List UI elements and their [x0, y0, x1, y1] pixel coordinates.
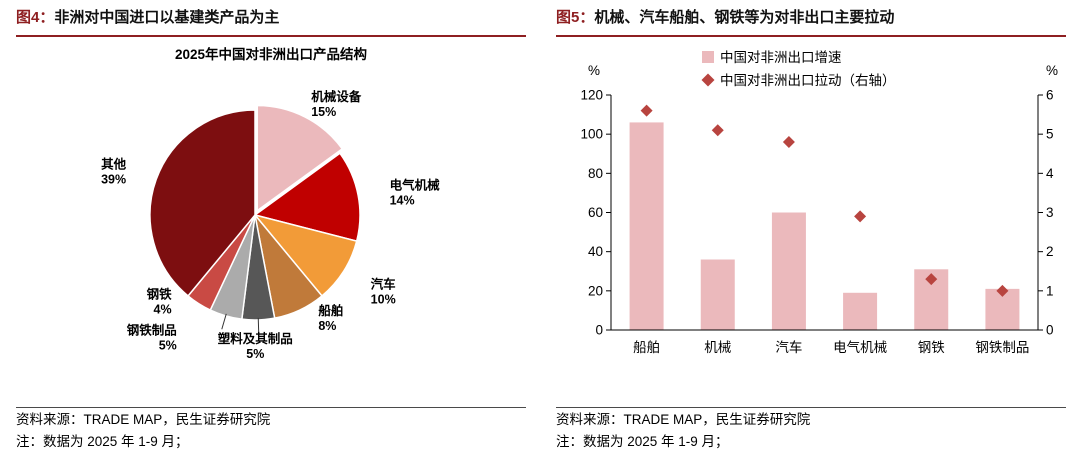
pie-slice-label-0: 机械设备 15%	[311, 89, 362, 119]
left-axis-tick-label: 40	[588, 244, 603, 259]
category-label-4: 钢铁	[918, 340, 946, 355]
bar-1	[700, 259, 735, 330]
pie-slice-label-1: 电气机械 14%	[390, 177, 441, 207]
pie-slice-7	[149, 109, 256, 297]
diamond-marker-5	[996, 284, 1009, 297]
figure4-footer-rule	[16, 407, 526, 408]
figure5-source: 资料来源：TRADE MAP，民生证券研究院	[556, 412, 811, 427]
right-axis-tick-label: 4	[1046, 166, 1054, 181]
figure5-number: 图5：	[556, 9, 595, 26]
left-axis-tick-label: 60	[588, 205, 603, 220]
pie-chart-title: 2025年中国对非洲出口产品结构	[174, 47, 368, 62]
right-axis-unit-label: %	[1046, 63, 1058, 78]
bar-0	[629, 122, 664, 331]
category-label-5: 钢铁制品	[975, 340, 1029, 355]
legend-bar-label: 中国对非洲出口增速	[720, 50, 842, 65]
figure4-panel: 图4：非洲对中国进口以基建类产品为主 2025年中国对非洲出口产品结构 机械设备…	[16, 8, 526, 449]
diamond-marker-3	[854, 210, 867, 223]
figure4-caption-rule	[16, 35, 526, 37]
bar-3	[843, 292, 878, 330]
legend-diamond-swatch	[701, 73, 715, 87]
right-axis-tick-label: 6	[1046, 88, 1054, 103]
pie-slice-0	[256, 104, 344, 213]
figure4-number: 图4：	[16, 9, 55, 26]
right-axis-tick-label: 0	[1046, 323, 1054, 338]
figure4-caption: 图4：非洲对中国进口以基建类产品为主	[16, 8, 526, 28]
right-axis-tick-label: 5	[1046, 127, 1054, 142]
figure5-caption-rule	[556, 35, 1066, 37]
figure5-footer-rule	[556, 407, 1066, 408]
legend-diamond-label: 中国对非洲出口拉动（右轴）	[720, 73, 896, 88]
left-axis-tick-label: 80	[588, 166, 603, 181]
pie-leader-line	[257, 317, 260, 334]
right-axis-tick-label: 1	[1046, 283, 1054, 298]
figure5-note: 注：数据为 2025 年 1-9 月；	[556, 434, 729, 449]
pie-chart: 机械设备 15% 电气机械 14% 汽车 10% 船舶 8% 塑料及其制品 5% 钢铁制品 5% 钢铁 4…	[101, 89, 441, 361]
left-axis-tick-label: 20	[588, 283, 603, 298]
pie-slice-1	[253, 152, 361, 243]
category-label-2: 汽车	[775, 339, 802, 355]
pie-slice-label-3: 船舶 8%	[318, 303, 343, 333]
pie-slice-label-4: 塑料及其制品 5%	[218, 331, 293, 361]
legend-bar-swatch	[702, 51, 714, 63]
figure4-title: 非洲对中国进口以基建类产品为主	[54, 9, 280, 26]
figure4-source: 资料来源：TRADE MAP，民生证券研究院	[16, 412, 271, 427]
diamond-marker-1	[711, 124, 724, 137]
pie-slice-label-6: 钢铁 4%	[147, 287, 173, 317]
right-axis-tick-label: 2	[1046, 244, 1054, 259]
figure5-caption: 图5：机械、汽车船舶、钢铁等为对非出口主要拉动	[556, 8, 1066, 28]
diamond-marker-2	[782, 136, 795, 148]
left-axis-unit-label: %	[588, 63, 600, 78]
left-axis-tick-label: 0	[595, 323, 603, 338]
figure5-panel: 图5：机械、汽车船舶、钢铁等为对非出口主要拉动 中国对非洲出口增速 中国对非洲出口…	[540, 0, 1080, 462]
left-axis-tick-label: 100	[580, 127, 603, 142]
diamond-marker-4	[925, 273, 938, 286]
pie-leader-line	[221, 313, 227, 330]
pie-slice-label-2: 汽车 10%	[371, 276, 397, 306]
figure5-title: 机械、汽车船舶、钢铁等为对非出口主要拉动	[594, 9, 895, 26]
category-label-3: 电气机械	[833, 340, 887, 355]
figure4-note: 注：数据为 2025 年 1-9 月；	[16, 434, 189, 449]
pie-slice-label-7: 其他 39%	[101, 157, 127, 187]
category-label-1: 机械	[704, 340, 731, 355]
pie-slice-label-5: 钢铁制品 5%	[127, 323, 177, 353]
category-label-0: 船舶	[633, 340, 660, 355]
right-axis-tick-label: 3	[1046, 205, 1054, 220]
bar-2	[771, 212, 806, 330]
left-axis-tick-label: 120	[580, 88, 603, 103]
diamond-marker-0	[640, 104, 653, 117]
